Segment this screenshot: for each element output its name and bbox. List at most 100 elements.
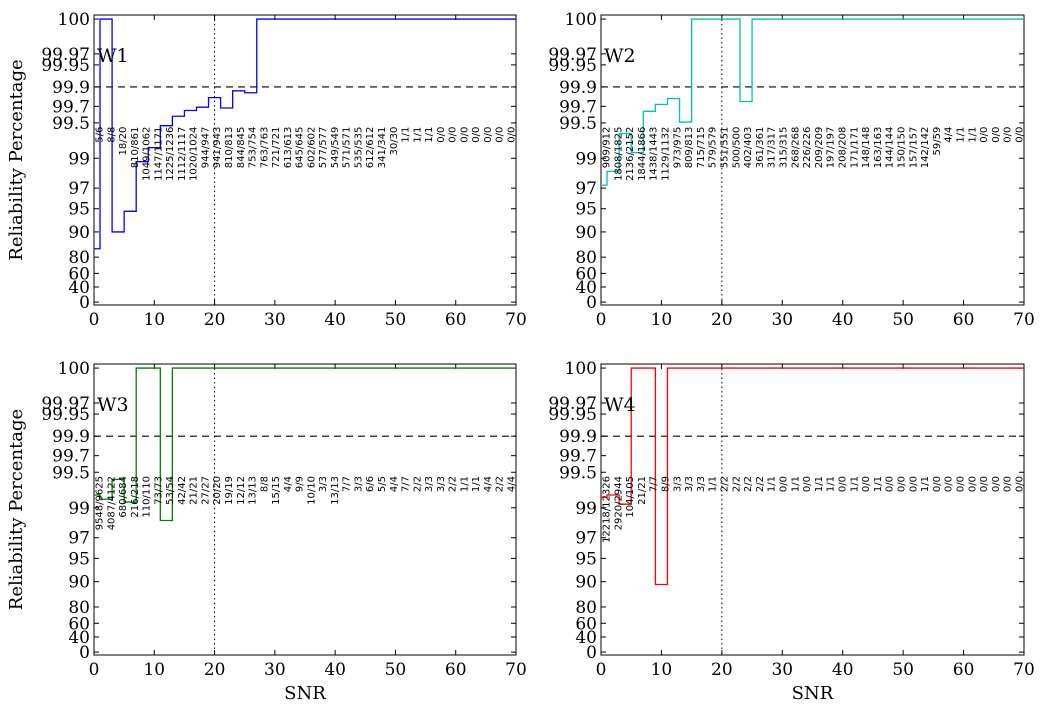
count-label: 612/612 [365,127,376,169]
count-label: 0/0 [471,127,482,143]
count-label: 0/0 [779,476,790,492]
y-tick-label: 97 [68,529,90,549]
count-label: 763/763 [259,127,270,169]
count-label: 1808/1825 [613,127,624,181]
count-label: 208/208 [838,127,849,169]
x-tick-label: 40 [832,310,854,330]
count-label: 909/912 [602,127,613,169]
x-tick-label: 30 [771,660,793,680]
count-label: 2/2 [755,476,766,492]
count-label: 645/645 [295,127,306,169]
count-label: 3/3 [436,476,447,492]
count-label: 944/947 [200,127,211,169]
count-label: 0/0 [507,127,518,143]
y-tick-label: 99.9 [559,78,597,98]
y-tick-label: 99.5 [559,463,597,483]
count-label: 0/0 [838,476,849,492]
count-label: 1/1 [967,127,978,143]
y-tick-label: 60 [575,264,597,284]
x-tick-label: 20 [204,660,226,680]
count-label: 12218/12326 [602,476,613,543]
count-label: 500/500 [731,127,742,169]
y-tick-label: 90 [68,573,90,593]
count-label: 9548/9625 [95,476,106,530]
x-tick-label: 20 [711,660,733,680]
x-tick-label: 10 [651,660,673,680]
count-label: 1/1 [412,127,423,143]
count-label: 680/684 [118,476,129,518]
y-tick-label: 99 [575,149,597,169]
count-label: 73/73 [153,476,164,505]
x-tick-label: 60 [953,660,975,680]
count-label: 150/150 [897,127,908,169]
count-label: 1438/1443 [649,127,660,181]
count-label: 1/1 [849,476,860,492]
y-tick-label: 0 [586,293,597,313]
y-tick-label: 99.97 [548,394,597,414]
count-label: 1225/1236 [165,127,176,181]
y-tick-label: 97 [575,529,597,549]
count-label: 4/4 [483,476,494,492]
count-label: 1/1 [767,476,778,492]
count-label: 19/19 [224,476,235,505]
y-tick-label: 60 [68,614,90,634]
x-tick-label: 20 [204,310,226,330]
count-label: 268/268 [790,127,801,169]
count-label: 1129/1132 [661,127,672,181]
count-label: 6/6 [365,476,376,492]
count-label: 0/0 [967,476,978,492]
count-label: 1/1 [826,476,837,492]
count-label: 0/0 [908,476,919,492]
reliability-step-line [94,18,516,250]
count-label: 0/0 [1003,127,1014,143]
count-label: 0/0 [459,127,470,143]
count-label: 809/813 [684,127,695,169]
count-label: 361/361 [755,127,766,169]
count-label: 226/226 [802,127,813,169]
y-tick-label: 40 [68,278,90,298]
y-tick-label: 99.95 [41,405,90,425]
count-label: 0/0 [991,127,1002,143]
count-label: 0/0 [956,476,967,492]
count-label: 10/10 [306,476,317,505]
chart-panel-4: 0 10 20 30 40 50 60 7004060809095979999.599.799… [548,359,1034,704]
count-label: 171/171 [849,127,860,169]
count-label: 602/602 [306,127,317,169]
y-tick-label: 97 [575,179,597,199]
x-tick-label: 60 [445,310,467,330]
count-label: 0/0 [448,127,459,143]
count-label: 1844/1866 [637,127,648,181]
y-tick-label: 99.9 [52,78,90,98]
count-label: 2/2 [448,476,459,492]
y-tick-label: 80 [68,598,90,618]
count-label: 315/315 [779,127,790,169]
y-tick-label: 99.95 [548,56,597,76]
count-label: 535/535 [353,127,364,169]
count-label: 973/975 [672,127,683,169]
count-label: 1147/1171 [153,127,164,181]
count-label: 27/27 [200,476,211,505]
x-tick-label: 50 [385,660,407,680]
y-tick-label: 95 [68,549,90,569]
y-tick-label: 99.9 [52,427,90,447]
y-tick-label: 99 [68,499,90,519]
count-label: 1/1 [873,476,884,492]
count-label: 1/1 [708,476,719,492]
count-label: 42/42 [177,476,188,505]
chart-panel-3: 0 10 20 30 40 50 60 7004060809095979999.599.799… [6,359,527,704]
count-label: 0/0 [991,476,1002,492]
count-label: 104/105 [625,476,636,518]
chart-panel-1: 0 10 20 30 40 50 60 7004060809095979999.599.799… [6,10,527,330]
x-tick-label: 70 [1013,660,1035,680]
count-label: 1/1 [790,476,801,492]
plot-frame [93,14,517,306]
count-label: 15/15 [271,476,282,505]
count-label: 3/3 [684,476,695,492]
count-label: 0/0 [932,476,943,492]
count-label: 20/20 [212,476,223,505]
count-label: 30/30 [389,127,400,156]
y-tick-label: 99.5 [52,463,90,483]
count-label: 2/2 [495,476,506,492]
count-label: 4/4 [507,476,518,492]
